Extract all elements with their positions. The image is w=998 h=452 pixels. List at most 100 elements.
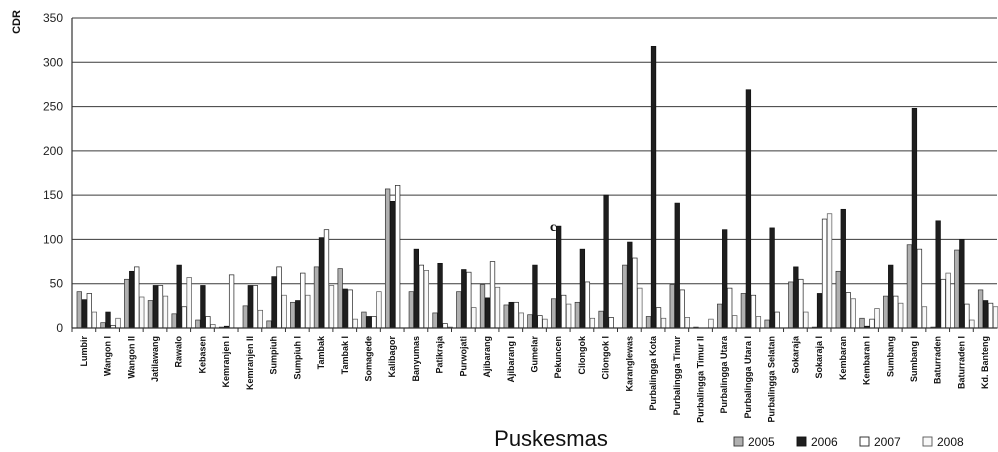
chart-annotation: c [550,220,556,235]
x-tick-label: Kemranjen II [245,336,255,390]
bar-2005 [361,311,367,329]
bar-2006 [579,248,586,329]
legend-swatch-2006 [796,436,807,447]
bar-2006 [129,270,135,329]
bar-2005 [598,310,604,329]
bar-2005 [503,304,509,329]
bar-2006 [722,229,728,329]
bar-2008 [305,294,311,329]
bar-2007 [727,287,733,329]
bar-2008 [494,286,501,329]
bar-2008 [281,294,287,329]
bar-2006 [152,285,159,329]
bar-2007 [323,229,330,329]
bar-2008 [969,319,975,329]
x-tick-label: Patikraja [435,335,445,374]
bar-2008 [921,306,928,329]
x-tick-label: Baturraden [933,336,943,384]
x-tick-label: Wangon I [103,336,113,376]
x-tick-label: Lumbir [79,336,89,367]
bar-2007 [394,185,401,329]
bar-2007 [987,302,994,329]
bar-2006 [911,107,918,329]
bar-2007 [466,271,472,329]
bar-2005 [622,264,628,329]
x-tick-label: Purbalingga Timur II [696,336,706,423]
bar-2005 [76,291,82,329]
bar-2006 [769,227,775,329]
x-tick-label: Somagede [363,336,373,382]
bar-2007 [252,285,258,329]
x-tick-label: Purbalingga Timur [672,336,682,416]
bar-2005 [479,284,486,329]
bar-2006 [982,300,989,329]
bar-2007 [869,318,875,329]
legend: 2005 2006 2007 2008 [733,435,964,449]
bar-2008 [162,295,169,329]
bar-2006 [200,285,206,329]
x-tick-label: Pekuncen [553,336,563,379]
x-tick-label: Baturraden I [956,336,966,389]
bar-2007 [134,266,140,329]
bar-2005 [408,291,415,329]
bar-2007 [86,293,92,329]
bar-2006 [461,269,467,329]
bar-2005 [764,319,770,329]
y-tick-label: 250 [43,100,63,114]
bar-2006 [484,297,491,329]
bar-2007 [632,257,638,329]
bar-2007 [205,316,211,329]
bar-2005 [977,289,984,329]
x-tick-label: Cilongok I [601,336,611,380]
bar-2006 [437,262,443,329]
bar-2007 [940,278,946,329]
bar-2005 [883,295,889,329]
legend-label-2007: 2007 [874,435,901,449]
bar-2005 [266,320,272,329]
bar-2005 [645,316,652,329]
gridlines [72,17,997,329]
x-tick-label: Purbalingga Utara I [743,336,753,419]
bar-2006 [840,208,846,329]
bar-2007 [347,289,353,329]
x-tick-label: Kalibagor [387,336,397,378]
bar-2008 [803,311,809,329]
bar-2008 [732,315,738,329]
x-tick-label: Sumpiuh I [292,336,302,380]
bar-2006 [508,301,514,329]
bar-2005 [456,291,462,329]
y-tick-label: 300 [43,55,63,69]
bar-2006 [271,276,277,329]
bar-2008 [874,308,880,329]
bar-2005 [195,319,201,329]
bar-2007 [181,306,187,329]
x-tick-label: Purwojati [458,336,468,377]
bar-2008 [850,298,856,329]
bar-2005 [290,301,296,329]
bar-2007 [513,301,519,329]
bar-2007 [442,323,448,329]
bar-2008 [352,318,358,329]
x-tick-label: Rawalo [174,336,184,368]
x-tick-label: Sumpiuh [269,336,279,375]
bar-2005 [313,266,320,329]
bar-2006 [532,264,538,329]
bar-2005 [669,284,675,329]
x-tick-label: Karanglewas [624,336,634,392]
bar-2008 [186,277,192,329]
x-tick-label: Sokaraja I [814,336,824,379]
bar-2005 [100,322,106,329]
x-tick-label: Kembaran I [862,336,872,385]
bar-2007 [916,248,923,329]
legend-label-2008: 2008 [937,435,964,449]
x-tick-label: Kd. Banteng [980,336,990,389]
bar-2005 [432,312,438,329]
y-tick-label: 200 [43,144,63,158]
bar-2007 [561,294,567,329]
bar-2006 [318,237,325,329]
bar-2007 [750,294,757,329]
bar-2006 [959,239,965,329]
bar-2005 [527,314,533,329]
x-tick-label: Kembaran [838,336,848,380]
